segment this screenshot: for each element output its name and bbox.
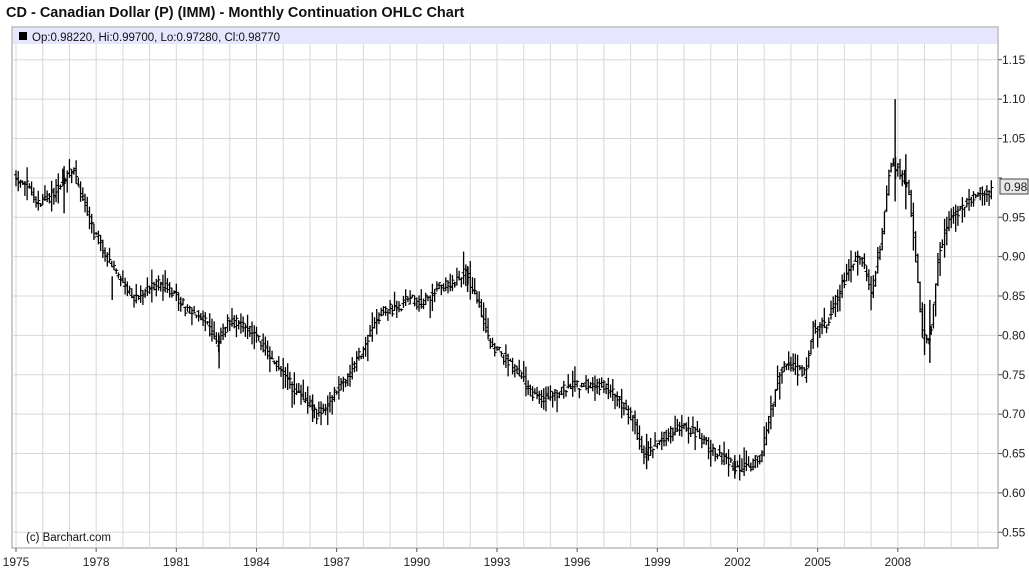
x-tick-label: 1984 xyxy=(243,555,270,569)
y-tick-label: 0.65 xyxy=(1002,447,1026,461)
last-price-box xyxy=(999,178,1029,195)
x-tick-label: 2005 xyxy=(804,555,831,569)
ohlc-readout: Op:0.98220, Hi:0.99700, Lo:0.97280, Cl:0… xyxy=(32,32,280,44)
x-tick-label: 1993 xyxy=(484,555,511,569)
y-tick-label: 1.15 xyxy=(1002,53,1026,67)
x-tick-label: 1981 xyxy=(163,555,190,569)
y-tick-label: 0.55 xyxy=(1002,525,1026,539)
last-price-label: 0.98 xyxy=(1004,180,1028,194)
y-tick-label: 0.90 xyxy=(1002,250,1026,264)
x-tick-label: 1990 xyxy=(403,555,430,569)
y-tick-label: 0.70 xyxy=(1002,407,1026,421)
y-tick-label: 1.05 xyxy=(1002,132,1026,146)
x-tick-label: 1999 xyxy=(644,555,671,569)
x-axis: 1975 1978 1981 1984 1987 1990 1993 1996 1999 2002… xyxy=(3,548,911,569)
x-tick-label: 2008 xyxy=(884,555,911,569)
y-tick-label: 0.85 xyxy=(1002,289,1026,303)
x-tick-label: 2002 xyxy=(724,555,751,569)
x-tick-label: 1975 xyxy=(3,555,30,569)
y-axis: 0.55 0.60 0.65 0.70 0.75 0.80 0.85 0.90 0.95 1.05… xyxy=(998,53,1026,539)
x-tick-label: 1996 xyxy=(564,555,591,569)
price-bars xyxy=(14,99,994,481)
chart-title: CD - Canadian Dollar (P) (IMM) - Monthly… xyxy=(6,5,465,21)
y-tick-label: 1.10 xyxy=(1002,92,1026,106)
y-tick-label: 0.95 xyxy=(1002,210,1026,224)
copyright-label: (c) Barchart.com xyxy=(26,532,111,544)
x-tick-label: 1987 xyxy=(323,555,350,569)
ohlc-legend-marker xyxy=(19,32,27,40)
ohlc-header-band xyxy=(13,28,997,44)
x-tick-label: 1978 xyxy=(83,555,110,569)
y-tick-label: 0.60 xyxy=(1002,486,1026,500)
y-tick-label: 0.80 xyxy=(1002,328,1026,342)
y-tick-label: 0.75 xyxy=(1002,368,1026,382)
